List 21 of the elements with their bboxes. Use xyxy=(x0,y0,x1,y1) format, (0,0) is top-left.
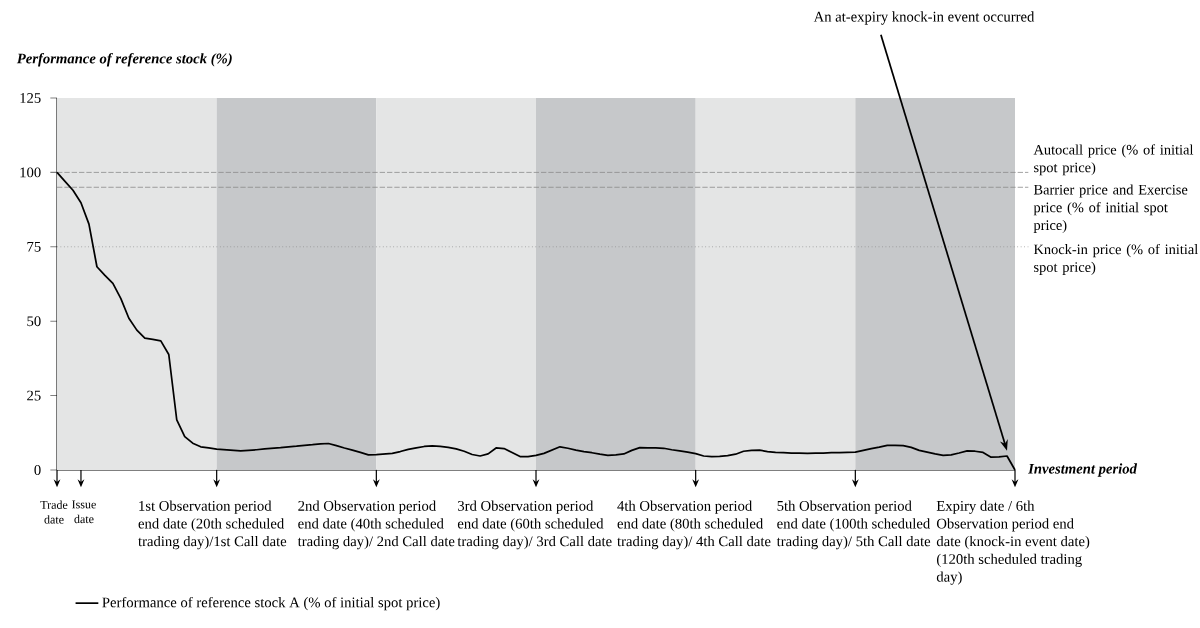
x-axis-title: Investment period xyxy=(1028,463,1138,477)
y-tick-label: 125 xyxy=(20,93,41,103)
text: An at-expiry knock-in event occurred xyxy=(813,11,1035,25)
x-tick-label: 4th Observation period end date (80th scheduled trading day)/ 4th Call date xyxy=(617,500,771,550)
y-axis-title: Performance of reference stock (%) xyxy=(16,53,232,67)
ref-line-label: Autocall price (% of initial spot price) xyxy=(1033,144,1194,176)
legend-label: Performance of reference stock A (% of initial spot price) xyxy=(102,596,440,611)
x-tick-label: Issue date xyxy=(72,500,96,524)
y-tick-label: 25 xyxy=(27,390,41,401)
y-tick-label: 100 xyxy=(20,167,41,178)
x-tick-label: 3rd Observation period end date (60th scheduled trading day)/ 3rd Call date xyxy=(457,500,612,550)
x-tick-label: Expiry date / 6th Observation period end date (knock-in event date) (120th scheduled trading day) xyxy=(936,500,1090,585)
x-tick-label: 5th Observation period end date (100th scheduled trading day)/ 5th Call date xyxy=(776,500,931,550)
ref-line-label: Barrier price and Exercise price (% of initial spot price) xyxy=(1033,184,1188,233)
y-tick-label: 50 xyxy=(27,316,41,327)
x-tick-label: 2nd Observation period end date (40th scheduled trading day)/ 2nd Call date xyxy=(297,500,455,550)
y-tick-label: 75 xyxy=(27,241,41,252)
y-tick-label: 0 xyxy=(34,465,41,475)
x-tick-label: Trade date xyxy=(40,500,68,524)
ref-line-label: Knock-in price (% of initial spot price) xyxy=(1033,243,1198,275)
x-tick-label: 1st Observation period end date (20th scheduled trading day)/1st Call date xyxy=(138,500,287,550)
